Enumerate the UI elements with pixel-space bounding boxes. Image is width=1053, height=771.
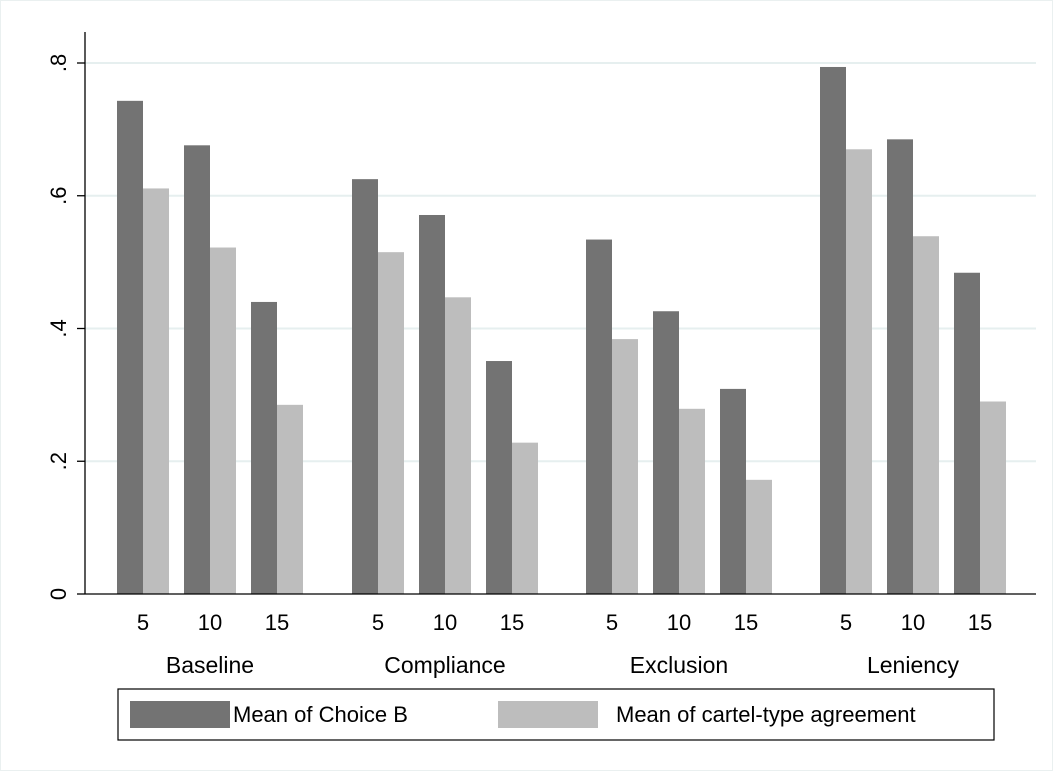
bar-exclusion-5-cartel — [612, 339, 638, 594]
bar-baseline-10-cartel — [210, 247, 236, 594]
bar-exclusion-10-choice-b — [653, 311, 679, 594]
y-tick-label: .6 — [46, 187, 71, 205]
bar-leniency-15-choice-b — [954, 272, 980, 594]
bar-leniency-15-cartel — [980, 401, 1006, 594]
bar-leniency-10-cartel — [913, 236, 939, 594]
x-subcategory-label: 15 — [968, 610, 992, 635]
bar-leniency-5-choice-b — [820, 66, 846, 595]
bar-compliance-15-choice-b — [486, 361, 512, 594]
y-tick-label: 0 — [46, 588, 71, 600]
bar-compliance-10-choice-b — [419, 214, 445, 594]
x-subcategory-label: 5 — [606, 610, 618, 635]
x-group-label-exclusion: Exclusion — [630, 652, 728, 678]
bar-compliance-15-cartel — [512, 442, 538, 594]
bar-baseline-10-choice-b — [184, 145, 210, 594]
bar-leniency-10-choice-b — [887, 139, 913, 595]
x-subcategory-label: 15 — [500, 610, 524, 635]
x-group-label-baseline: Baseline — [166, 652, 254, 678]
legend: Mean of Choice B Mean of cartel-type agre… — [117, 688, 995, 741]
legend-label: Mean of Choice B — [233, 702, 408, 727]
x-subcategory-label: 10 — [198, 610, 222, 635]
bar-exclusion-5-choice-b — [586, 239, 612, 594]
x-group-label-compliance: Compliance — [384, 652, 505, 678]
y-tick-label: .4 — [46, 319, 71, 337]
x-group-label-leniency: Leniency — [867, 652, 960, 678]
legend-swatch — [130, 701, 230, 728]
bar-compliance-5-cartel — [378, 252, 404, 594]
x-subcategory-label: 5 — [372, 610, 384, 635]
bar-baseline-15-cartel — [277, 404, 303, 594]
x-subcategory-label: 15 — [265, 610, 289, 635]
y-tick-label: .8 — [46, 54, 71, 72]
bar-leniency-5-cartel — [846, 149, 872, 594]
bars — [117, 66, 1006, 595]
y-axis: 0 .2 .4 .6 .8 — [46, 32, 1036, 600]
bar-exclusion-15-cartel — [746, 479, 772, 594]
x-subcategory-label: 10 — [901, 610, 925, 635]
bar-baseline-5-choice-b — [117, 100, 143, 595]
x-subcategory-label: 10 — [667, 610, 691, 635]
x-subcategory-label: 15 — [734, 610, 758, 635]
bar-baseline-15-choice-b — [251, 301, 277, 594]
bar-baseline-5-cartel — [143, 188, 169, 595]
bar-exclusion-10-cartel — [679, 408, 705, 594]
x-subcategory-label: 5 — [137, 610, 149, 635]
x-subcategory-label: 5 — [840, 610, 852, 635]
gridlines — [85, 62, 1036, 463]
x-subcategory-label: 10 — [433, 610, 457, 635]
legend-swatch — [498, 701, 598, 728]
bar-compliance-5-choice-b — [352, 179, 378, 594]
bar-compliance-10-cartel — [445, 297, 471, 594]
y-tick-label: .2 — [46, 452, 71, 470]
bar-exclusion-15-choice-b — [720, 388, 746, 594]
legend-label: Mean of cartel-type agreement — [616, 702, 916, 727]
